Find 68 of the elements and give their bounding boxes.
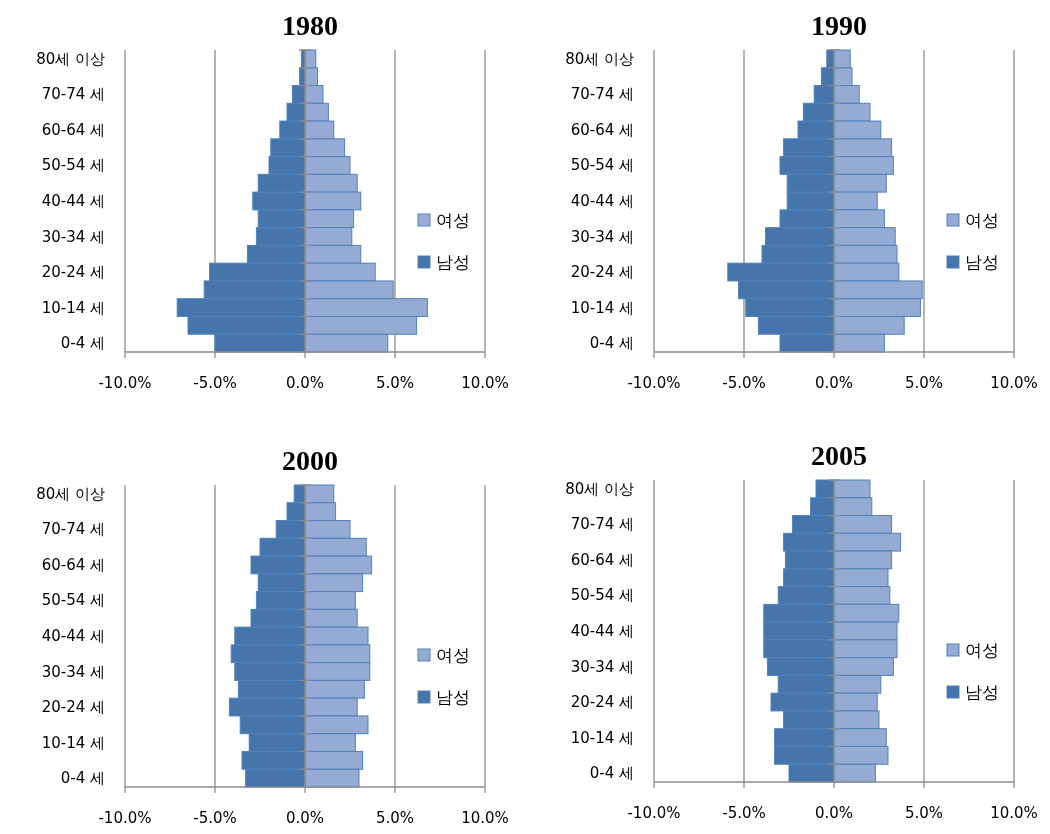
- legend-label: 남성: [436, 687, 470, 707]
- x-tick-label: 5.0%: [904, 804, 944, 822]
- y-tick-label: 80세 이상: [565, 479, 634, 498]
- y-tick-label: 0-4 세: [60, 334, 105, 353]
- y-tick-label: 50-54 세: [570, 156, 634, 175]
- y-tick-label: 40-44 세: [41, 192, 105, 210]
- y-tick-label: 60-64 세: [41, 555, 105, 574]
- y-tick-label: 80세 이상: [36, 484, 105, 503]
- legend-label: 여성: [436, 210, 470, 230]
- x-tick-label: 0.0%: [285, 374, 325, 392]
- y-tick-label: 40-44 세: [570, 192, 634, 210]
- x-tick-label: -10.0%: [98, 809, 152, 827]
- legend-label: 여성: [436, 645, 470, 665]
- y-tick-label: 80세 이상: [565, 49, 634, 68]
- x-tick-label: 0.0%: [285, 809, 325, 827]
- chart-title: 2000: [282, 445, 338, 476]
- y-tick-label: 80세 이상: [36, 49, 105, 68]
- legend-label: 남성: [965, 252, 999, 272]
- y-tick-label: 60-64 세: [570, 550, 634, 569]
- x-tick-label: 0.0%: [814, 374, 854, 392]
- y-tick-label: 30-34 세: [570, 657, 634, 676]
- y-tick-label: 70-74 세: [41, 520, 105, 539]
- y-tick-label: 70-74 세: [41, 85, 105, 104]
- x-tick-label: -5.0%: [722, 374, 766, 392]
- y-tick-label: 40-44 세: [41, 627, 105, 645]
- x-tick-label: 10.0%: [461, 809, 509, 827]
- chart-title: 1990: [811, 10, 867, 41]
- y-tick-label: 50-54 세: [570, 586, 634, 605]
- y-tick-label: 0-4 세: [60, 769, 105, 788]
- y-tick-label: 10-14 세: [41, 733, 105, 752]
- y-tick-label: 50-54 세: [41, 156, 105, 175]
- y-tick-label: 0-4 세: [589, 334, 634, 353]
- x-tick-label: -10.0%: [627, 374, 681, 392]
- y-tick-label: 70-74 세: [570, 515, 634, 534]
- legend-label: 남성: [436, 252, 470, 272]
- y-tick-label: 50-54 세: [41, 591, 105, 610]
- y-tick-label: 0-4 세: [589, 764, 634, 783]
- y-tick-label: 60-64 세: [41, 120, 105, 139]
- y-tick-label: 10-14 세: [570, 298, 634, 317]
- y-tick-label: 30-34 세: [41, 662, 105, 681]
- x-tick-label: 10.0%: [990, 804, 1038, 822]
- legend-label: 여성: [965, 640, 999, 660]
- y-tick-label: 20-24 세: [570, 693, 634, 712]
- y-tick-label: 10-14 세: [570, 728, 634, 747]
- x-tick-label: -5.0%: [193, 809, 237, 827]
- y-tick-label: 10-14 세: [41, 298, 105, 317]
- x-tick-label: -10.0%: [98, 374, 152, 392]
- y-tick-label: 20-24 세: [41, 263, 105, 282]
- x-tick-label: 5.0%: [375, 374, 415, 392]
- x-tick-label: 5.0%: [904, 374, 944, 392]
- y-tick-label: 20-24 세: [570, 263, 634, 282]
- y-tick-label: 20-24 세: [41, 698, 105, 717]
- legend-label: 남성: [965, 682, 999, 702]
- y-tick-label: 30-34 세: [570, 227, 634, 246]
- x-tick-label: 10.0%: [990, 374, 1038, 392]
- y-tick-label: 40-44 세: [570, 622, 634, 640]
- y-tick-label: 30-34 세: [41, 227, 105, 246]
- y-tick-label: 70-74 세: [570, 85, 634, 104]
- x-tick-label: -5.0%: [722, 804, 766, 822]
- x-tick-label: 5.0%: [375, 809, 415, 827]
- x-tick-label: -5.0%: [193, 374, 237, 392]
- y-tick-label: 60-64 세: [570, 120, 634, 139]
- legend-label: 여성: [965, 210, 999, 230]
- x-tick-label: 10.0%: [461, 374, 509, 392]
- x-tick-label: -10.0%: [627, 804, 681, 822]
- chart-title: 2005: [811, 440, 867, 471]
- x-tick-label: 0.0%: [814, 804, 854, 822]
- chart-title: 1980: [282, 10, 338, 41]
